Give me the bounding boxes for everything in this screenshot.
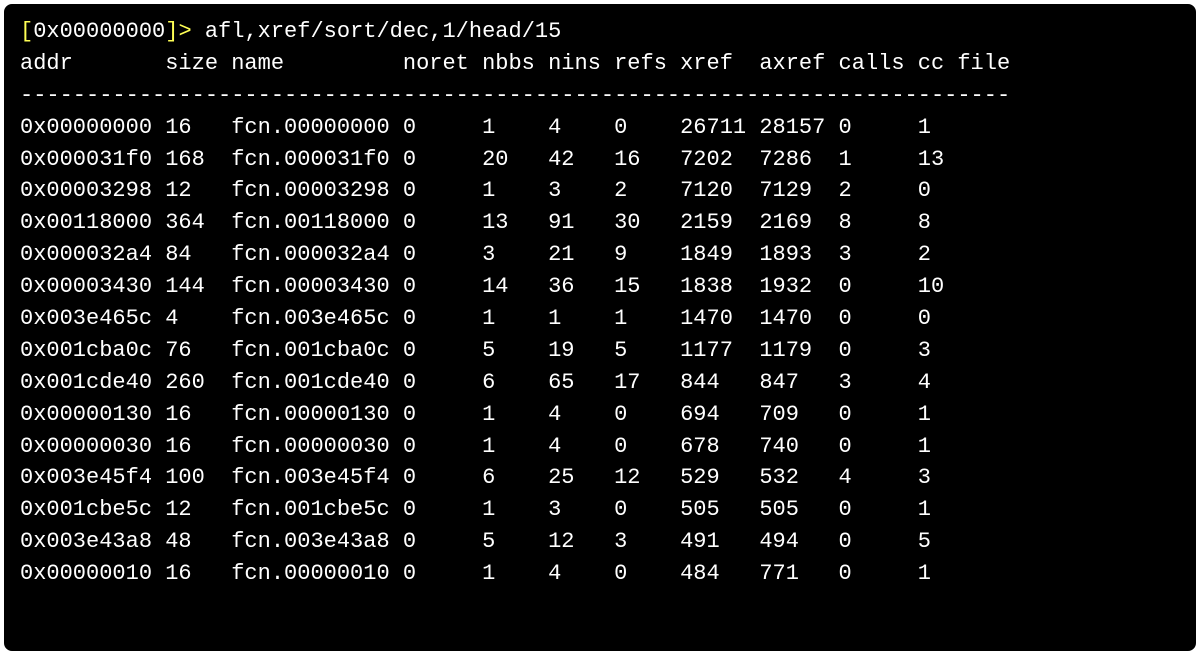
prompt-address: 0x00000000	[33, 19, 165, 44]
prompt-close-bracket: ]	[165, 19, 178, 44]
output-table: addr size name noret nbbs nins refs xref…	[20, 48, 1180, 590]
prompt-gt: >	[178, 19, 191, 44]
prompt-line: [0x00000000]> afl,xref/sort/dec,1/head/1…	[20, 16, 1180, 48]
command-text: afl,xref/sort/dec,1/head/15	[205, 19, 561, 44]
terminal-window[interactable]: [0x00000000]> afl,xref/sort/dec,1/head/1…	[4, 4, 1196, 651]
prompt-open-bracket: [	[20, 19, 33, 44]
